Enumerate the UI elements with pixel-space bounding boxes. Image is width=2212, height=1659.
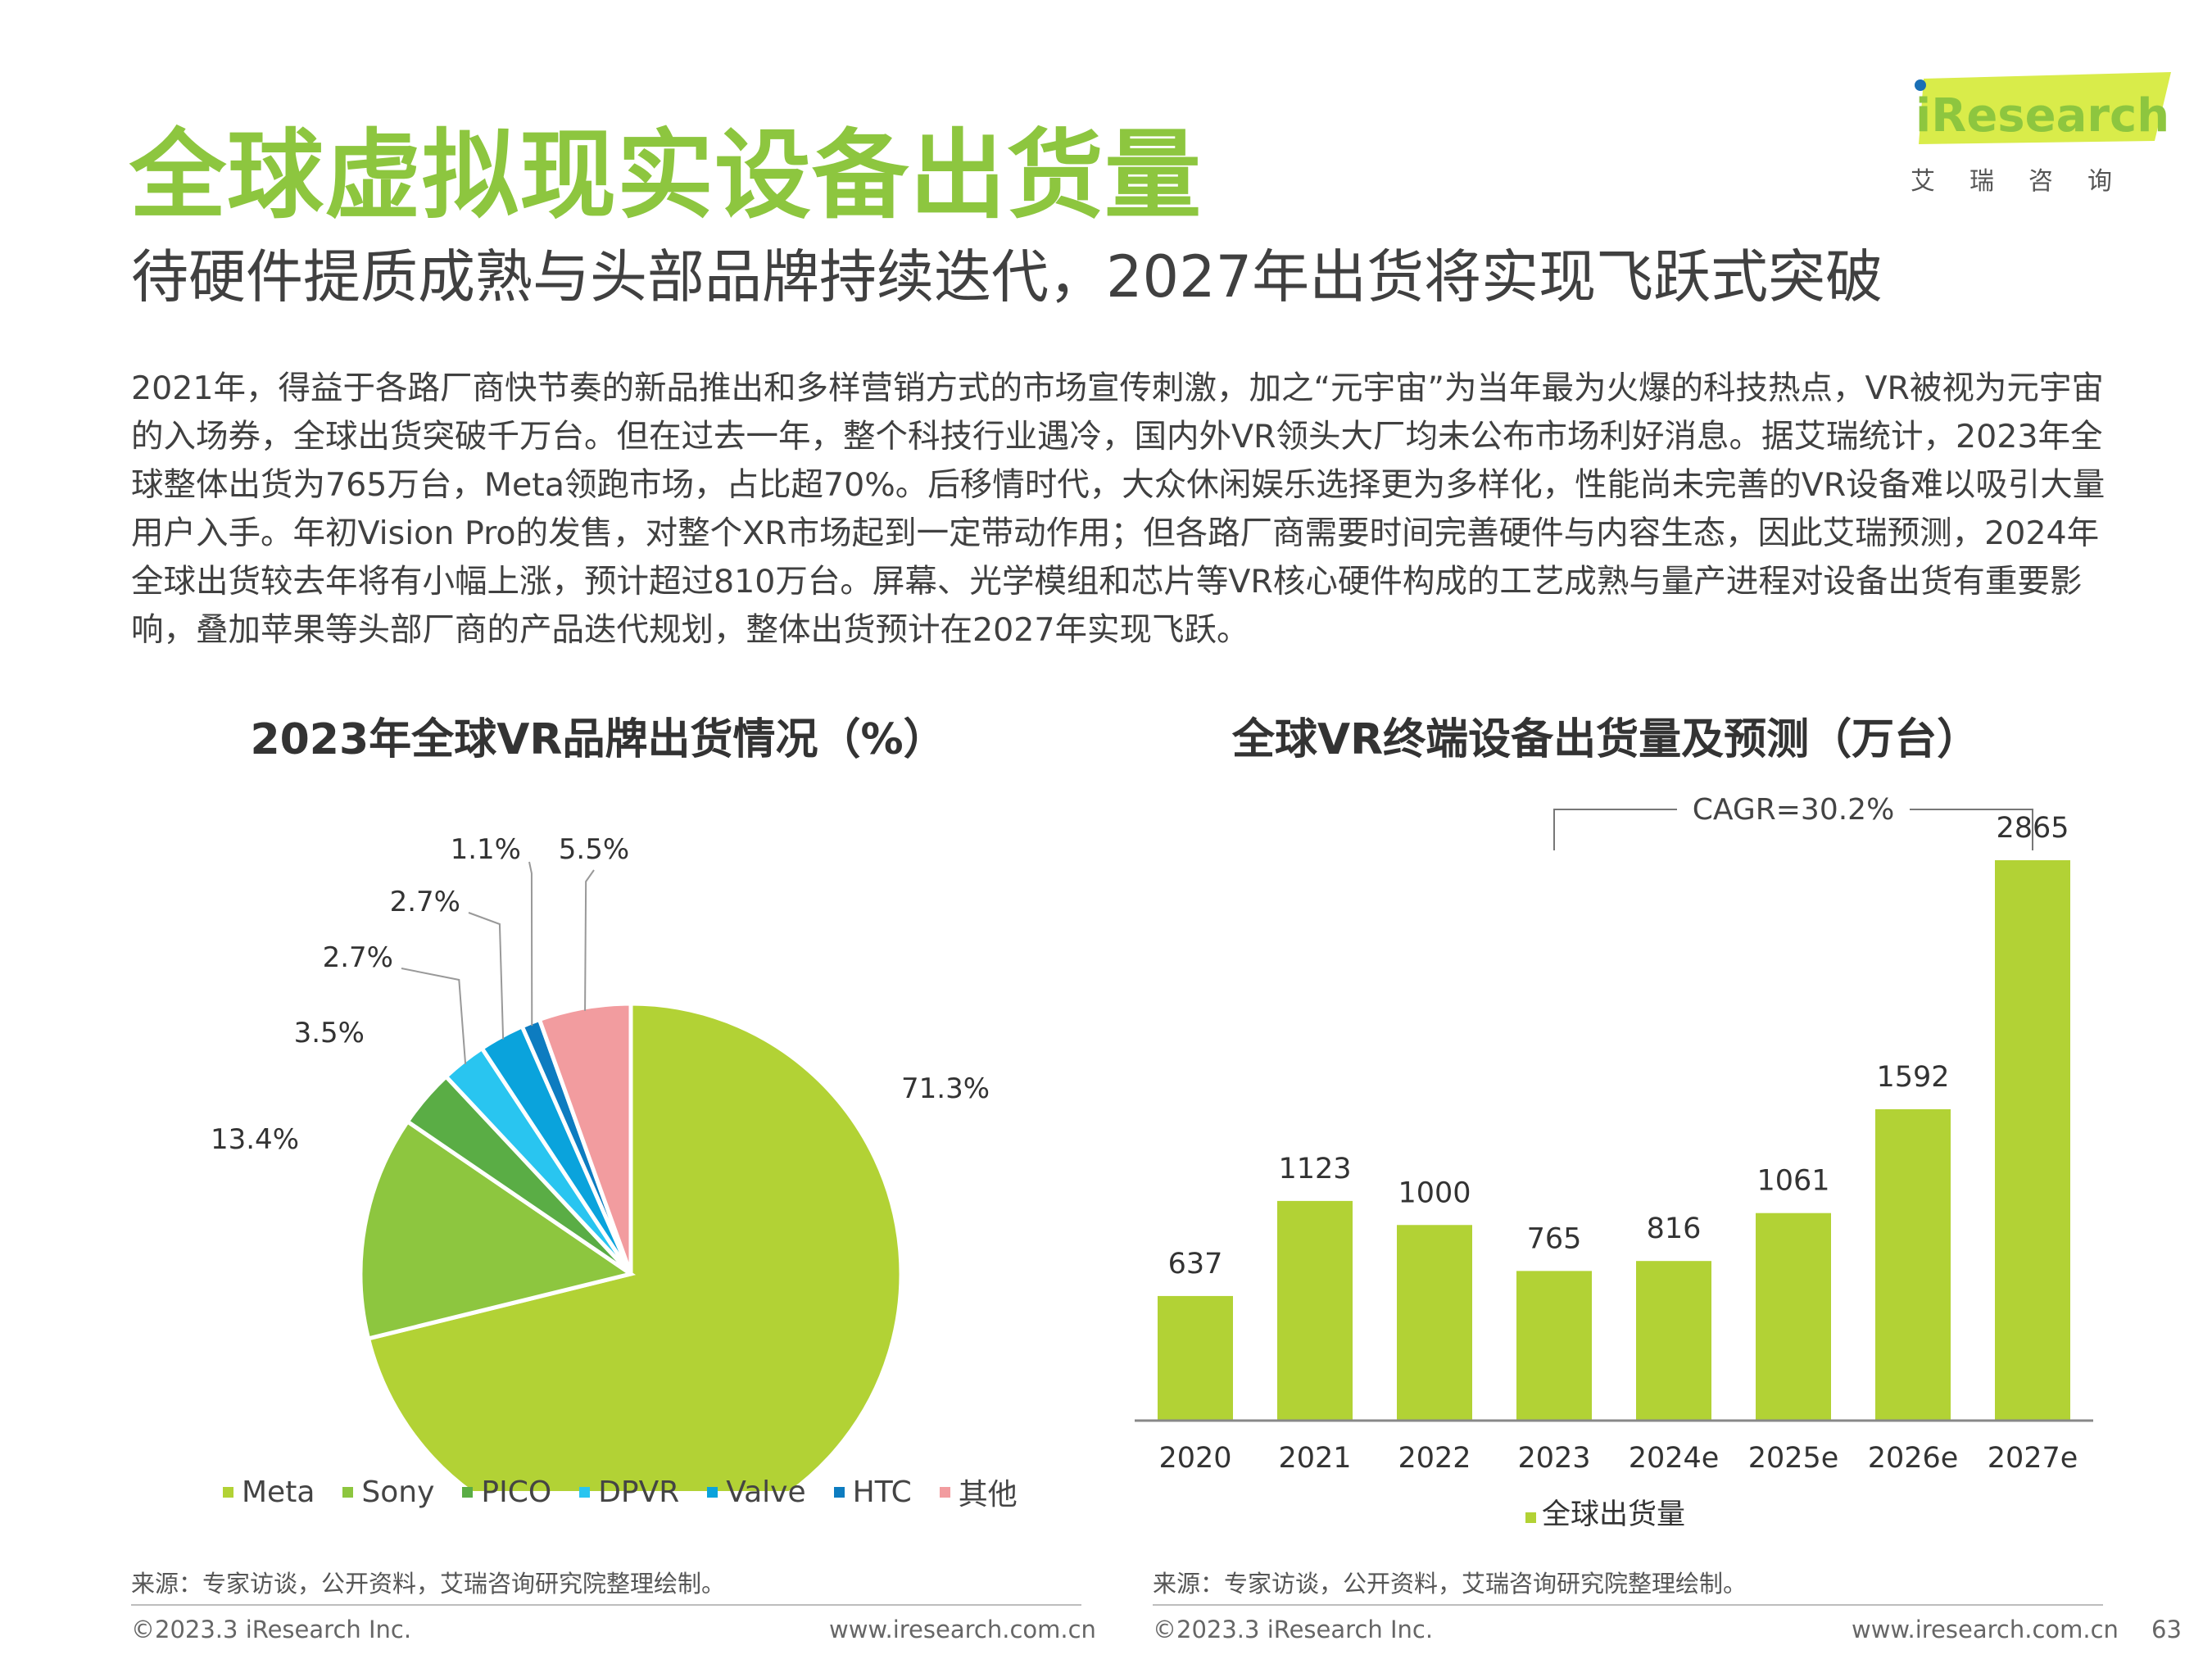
pie-legend-item: PICO xyxy=(462,1475,551,1509)
x-tick-label: 2027e xyxy=(1988,1442,2078,1475)
bar-value-label: 1592 xyxy=(1876,1061,1949,1094)
bar-value-label: 1000 xyxy=(1398,1176,1471,1209)
pie-legend: Meta Sony PICO DPVR Valve HTC 其他 xyxy=(223,1471,1045,1513)
x-tick-label: 2026e xyxy=(1868,1442,1959,1475)
cagr-annotation: CAGR=30.2% xyxy=(1693,793,1895,827)
bar-2020 xyxy=(1158,1295,1233,1421)
body-paragraph: 2021年，得益于各路厂商快节奏的新品推出和多样营销方式的市场宣传刺激，加之“元… xyxy=(131,369,2105,649)
x-tick-label: 2025e xyxy=(1748,1442,1839,1475)
pie-source-note: 来源：专家访谈，公开资料，艾瑞咨询研究院整理绘制。 xyxy=(131,1570,726,1598)
legend-label: Valve xyxy=(726,1475,806,1509)
page-title: 全球虚拟现实设备出货量 xyxy=(129,119,1203,232)
footer-divider-right xyxy=(1153,1604,2103,1606)
bar-2024e xyxy=(1636,1261,1711,1421)
pie-legend-item: Meta xyxy=(223,1475,315,1509)
pie-leader-line xyxy=(401,968,467,1065)
x-tick-label: 2021 xyxy=(1278,1442,1351,1475)
bar-chart-title: 全球VR终端设备出货量及预测（万台） xyxy=(1231,715,1980,764)
footer-url-left[interactable]: www.iresearch.com.cn xyxy=(829,1616,1096,1643)
bar-2021 xyxy=(1277,1200,1353,1421)
legend-label: HTC xyxy=(852,1475,912,1509)
cagr-bracket-right xyxy=(1910,809,2033,850)
pie-data-label: 13.4% xyxy=(211,1123,299,1156)
legend-swatch xyxy=(223,1486,233,1498)
page-number: 63 xyxy=(2151,1616,2182,1643)
pie-legend-item: 其他 xyxy=(939,1471,1018,1513)
pie-legend-item: DPVR xyxy=(579,1475,679,1509)
bar-chart: 637 2020 1123 2021 1000 2022 765 2023 816 2024e 10… xyxy=(1135,793,2093,1531)
bar-value-label: 816 xyxy=(1647,1213,1702,1245)
page-subtitle: 待硬件提质成熟与头部品牌持续迭代，2027年出货将实现飞跃式突破 xyxy=(131,243,1883,310)
pie-slice-sony xyxy=(358,1118,637,1341)
x-tick-label: 2024e xyxy=(1629,1442,1720,1475)
legend-label: PICO xyxy=(481,1475,552,1509)
bar-value-label: 1061 xyxy=(1756,1165,1829,1198)
legend-label: Sony xyxy=(361,1475,435,1509)
bar-2025e xyxy=(1756,1213,1831,1421)
bar-source-note: 来源：专家访谈，公开资料，艾瑞咨询研究院整理绘制。 xyxy=(1153,1570,1747,1598)
footer-divider-left xyxy=(131,1604,1081,1606)
bar-2027e xyxy=(1995,860,2070,1421)
logo-brand-text: iResearch xyxy=(1915,89,2169,143)
pie-chart-title: 2023年全球VR品牌出货情况（%） xyxy=(250,715,946,764)
logo-banner-shape xyxy=(1919,72,2171,144)
legend-swatch xyxy=(707,1486,718,1498)
pie-legend-item: HTC xyxy=(833,1475,912,1509)
bar-2022 xyxy=(1397,1225,1472,1421)
bar-value-label: 1123 xyxy=(1278,1153,1351,1185)
bar-2023 xyxy=(1516,1271,1592,1421)
bar-2026e xyxy=(1875,1108,1951,1421)
footer-copyright-left: ©2023.3 iResearch Inc. xyxy=(131,1616,412,1643)
bar-legend-label: 全球出货量 xyxy=(1542,1498,1685,1531)
logo-dot-icon xyxy=(1915,79,1926,91)
iresearch-logo: iResearch 艾瑞咨询 xyxy=(1909,72,2179,196)
legend-label: 其他 xyxy=(958,1478,1018,1512)
pie-legend-item: Valve xyxy=(707,1475,806,1509)
pie-data-label: 2.7% xyxy=(323,941,393,974)
pie-data-label: 3.5% xyxy=(294,1017,365,1049)
legend-swatch xyxy=(462,1486,474,1498)
legend-swatch xyxy=(579,1486,591,1498)
legend-swatch xyxy=(939,1486,950,1498)
pie-data-label: 71.3% xyxy=(901,1072,990,1105)
pie-leader-line xyxy=(528,861,533,1027)
pie-data-label: 5.5% xyxy=(559,833,629,866)
bar-legend-swatch xyxy=(1525,1512,1536,1523)
footer-url-right[interactable]: www.iresearch.com.cn xyxy=(1852,1616,2119,1643)
pie-leader-line xyxy=(584,869,595,1011)
bar-value-label: 637 xyxy=(1168,1248,1223,1281)
pie-data-label: 2.7% xyxy=(390,886,460,918)
cagr-bracket-left xyxy=(1553,809,1677,850)
iresearch-logo-mark: iResearch xyxy=(1915,72,2171,144)
x-tick-label: 2020 xyxy=(1158,1442,1231,1475)
pie-leader-line xyxy=(468,912,505,1040)
x-tick-label: 2022 xyxy=(1398,1442,1471,1475)
pie-chart: 71.3% 13.4% 3.5% 2.7% 2.7% 1.1% 5.5% xyxy=(211,833,990,1491)
pie-data-label: 1.1% xyxy=(451,833,521,866)
legend-swatch xyxy=(342,1486,354,1498)
legend-label: Meta xyxy=(242,1475,315,1509)
legend-swatch xyxy=(833,1486,845,1498)
x-tick-label: 2023 xyxy=(1517,1442,1590,1475)
bar-value-label: 765 xyxy=(1527,1222,1582,1255)
footer-copyright-right: ©2023.3 iResearch Inc. xyxy=(1153,1616,1434,1643)
logo-sub-text: 艾瑞咨询 xyxy=(1911,167,2146,196)
pie-legend-item: Sony xyxy=(342,1475,434,1509)
legend-label: DPVR xyxy=(598,1475,680,1509)
